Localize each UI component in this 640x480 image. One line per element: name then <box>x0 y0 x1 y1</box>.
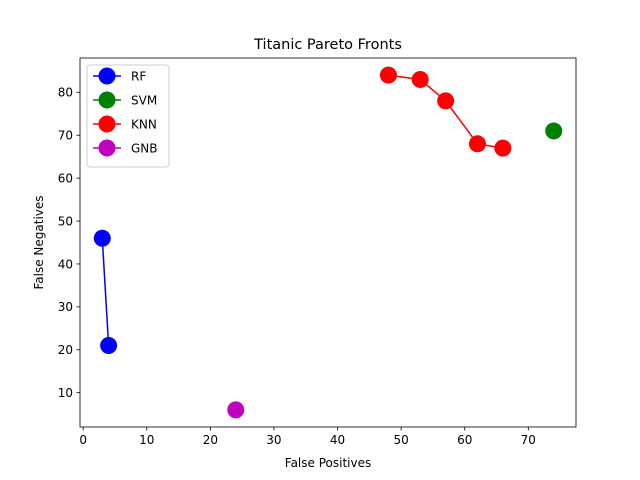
legend-label-rf: RF <box>131 69 146 83</box>
x-axis-label: False Positives <box>285 456 371 470</box>
y-tick-label-70: 70 <box>58 129 73 143</box>
data-point-svm-0 <box>545 122 563 140</box>
data-point-knn-0 <box>379 66 397 84</box>
y-axis-label: False Negatives <box>32 195 46 289</box>
data-point-rf-1 <box>100 336 118 354</box>
legend-marker-rf <box>98 67 116 85</box>
legend-label-svm: SVM <box>131 93 157 107</box>
data-point-knn-1 <box>411 70 429 88</box>
series-line-rf <box>101 238 110 346</box>
data-point-rf-0 <box>93 229 111 247</box>
axes: 0 10 20 30 40 50 60 70 10 20 30 40 50 60 70 80 <box>58 57 577 447</box>
x-tick-label-60: 60 <box>457 433 472 447</box>
x-tick-label-10: 10 <box>139 433 154 447</box>
legend-label-knn: KNN <box>131 117 157 131</box>
data-point-knn-4 <box>494 139 512 157</box>
data-point-gnb-0 <box>227 401 245 419</box>
data-point-knn-2 <box>437 92 455 110</box>
y-tick-label-30: 30 <box>58 300 73 314</box>
x-tick-label-70: 70 <box>521 433 536 447</box>
series-knn <box>379 66 512 157</box>
series-rf <box>93 229 118 354</box>
plot-area <box>93 66 563 419</box>
y-tick-label-80: 80 <box>58 86 73 100</box>
series-gnb <box>227 401 245 419</box>
y-tick-label-10: 10 <box>58 386 73 400</box>
legend-marker-gnb <box>98 139 116 157</box>
legend: RF SVM KNN GNB <box>86 64 170 168</box>
axes-frame <box>79 57 577 428</box>
x-tick-label-20: 20 <box>203 433 218 447</box>
y-tick-label-20: 20 <box>58 343 73 357</box>
series-svm <box>545 122 563 140</box>
legend-marker-svm <box>98 91 116 109</box>
chart-title: Titanic Pareto Fronts <box>253 37 402 53</box>
data-point-knn-3 <box>468 135 486 153</box>
x-tick-label-0: 0 <box>79 433 87 447</box>
x-tick-label-30: 30 <box>266 433 281 447</box>
legend-marker-knn <box>98 115 116 133</box>
y-tick-label-60: 60 <box>58 171 73 185</box>
legend-label-gnb: GNB <box>131 141 158 155</box>
y-tick-label-50: 50 <box>58 214 73 228</box>
y-tick-label-40: 40 <box>58 257 73 271</box>
x-tick-label-50: 50 <box>393 433 408 447</box>
x-tick-label-40: 40 <box>330 433 345 447</box>
